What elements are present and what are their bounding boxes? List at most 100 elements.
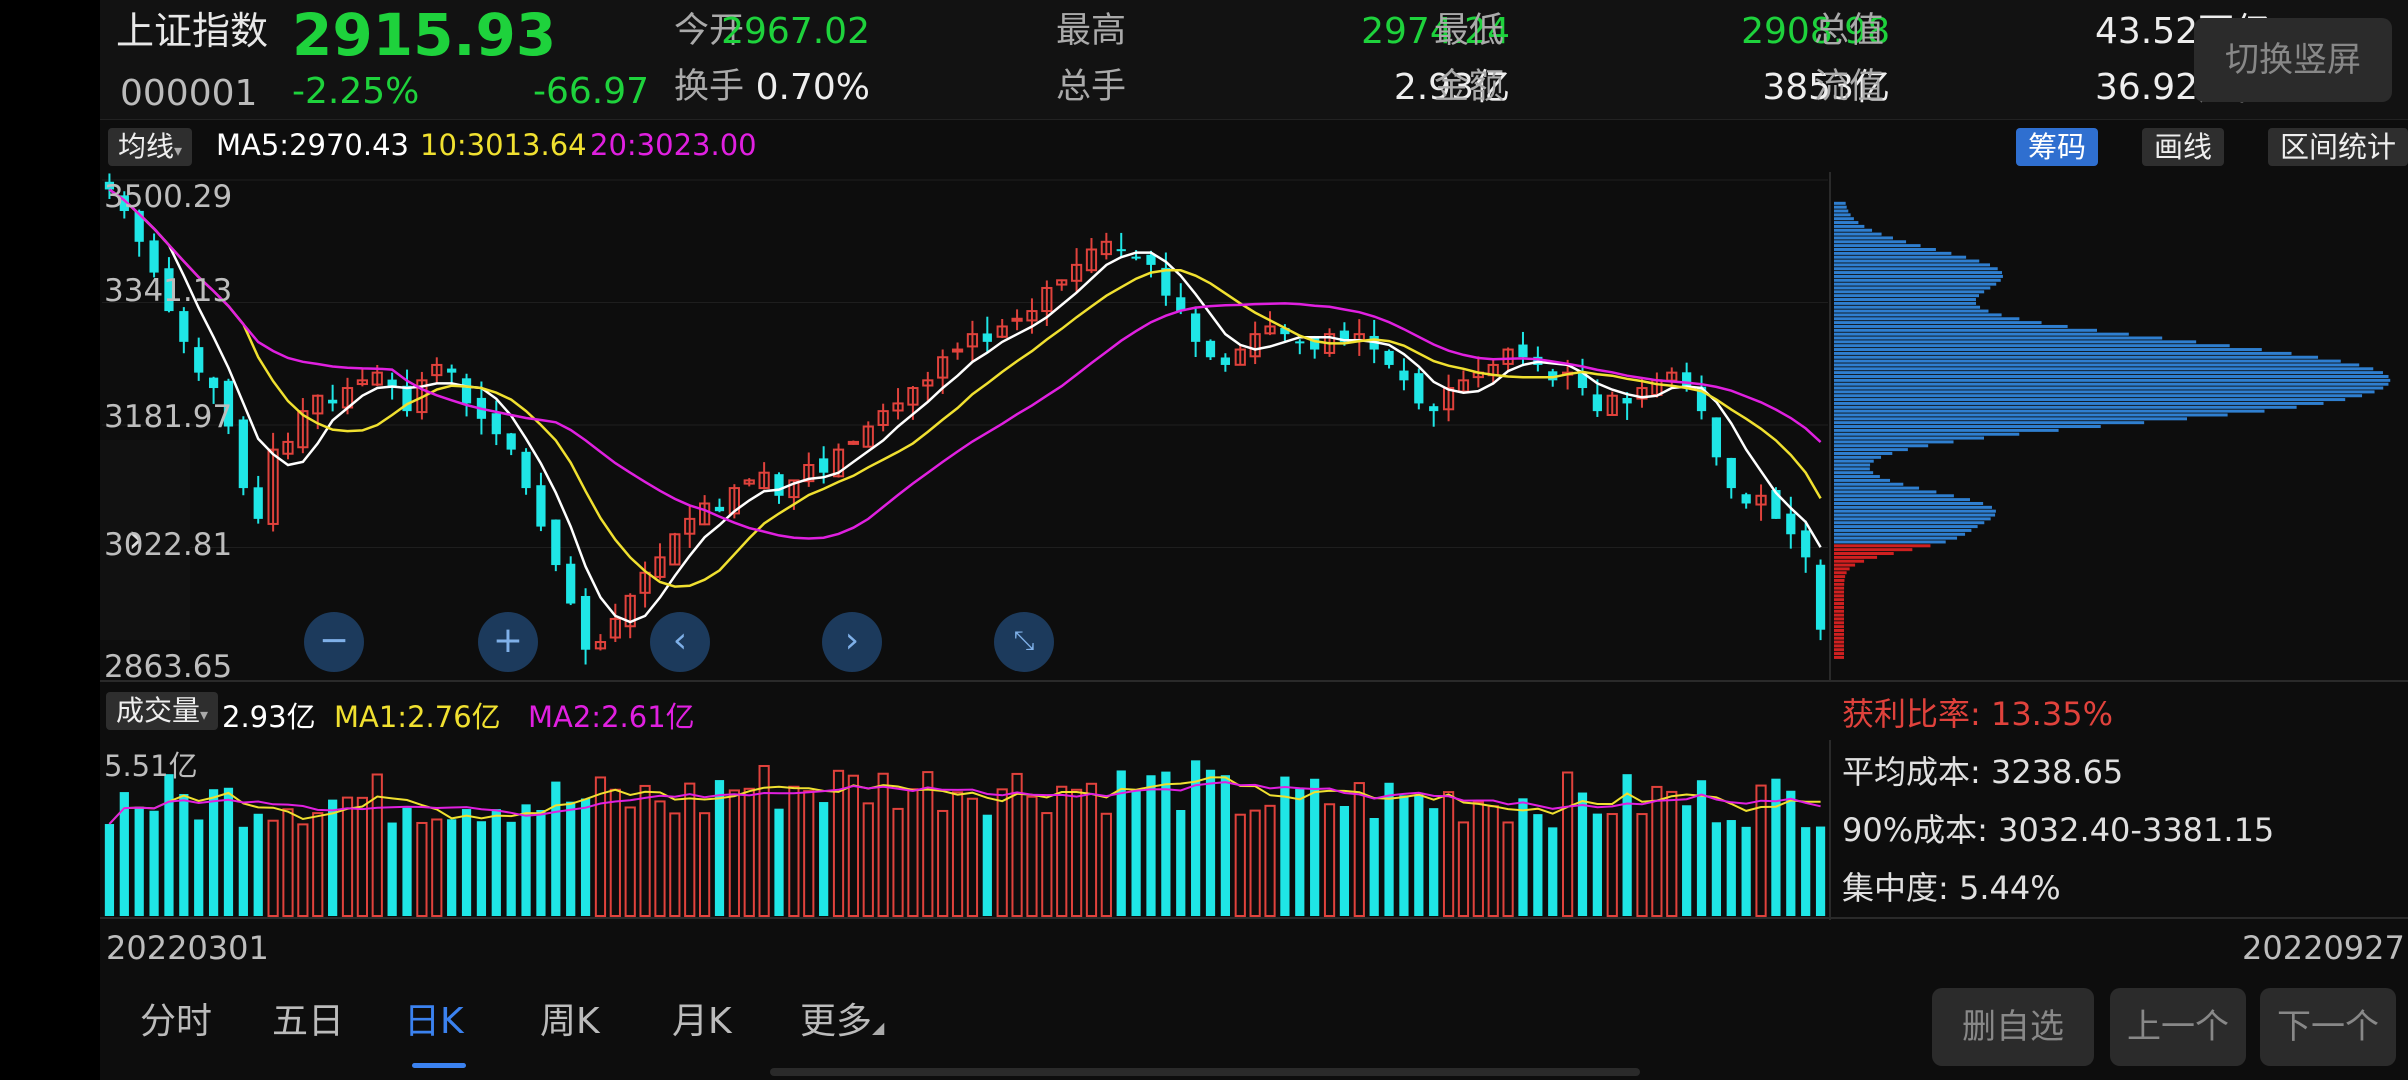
tab-more[interactable]: 更多◢ <box>800 1004 884 1040</box>
candle-body <box>1636 387 1648 400</box>
volume-bar <box>892 807 904 917</box>
previous-button[interactable]: 上一个 <box>2110 988 2246 1066</box>
remove-watchlist-button[interactable]: 删自选 <box>1932 988 2094 1066</box>
volume-ma2-line <box>108 781 1821 825</box>
chip-bar <box>1834 451 1893 455</box>
chip-bar <box>1834 467 1870 471</box>
ma-selector[interactable]: 均线▾ <box>108 128 193 166</box>
chip-bar <box>1834 475 1880 479</box>
volume-ma1-line <box>108 776 1821 825</box>
chip-bar <box>1834 455 1882 459</box>
chip-bar <box>1834 274 2003 278</box>
volume-bar <box>1353 782 1365 917</box>
volume-bar <box>922 771 934 917</box>
candle-body <box>1606 394 1618 417</box>
volume-bar <box>1384 782 1394 916</box>
volume-bar <box>669 812 681 917</box>
volume-bar <box>1205 769 1216 916</box>
volume-selector[interactable]: 成交量▾ <box>106 692 219 730</box>
candle-body <box>1220 357 1231 365</box>
chip-bar <box>1834 552 1894 556</box>
chip-bar <box>1834 236 1893 240</box>
volume-bar <box>1651 785 1663 918</box>
volume-bar <box>506 821 516 916</box>
price-axis-label: 3022.81 <box>104 527 233 563</box>
chip-bar <box>1834 413 2228 417</box>
tab-five-day[interactable]: 五日 <box>272 1001 345 1042</box>
candle-body <box>1339 330 1350 342</box>
candle-body <box>179 311 189 342</box>
volume-bar <box>684 782 696 917</box>
candle-body <box>1696 386 1707 412</box>
candle-body <box>1429 406 1439 412</box>
toggle-draw-line[interactable]: 画线 <box>2142 128 2225 166</box>
volume-chart[interactable] <box>100 740 2408 920</box>
chevron-right-icon: › <box>128 516 144 562</box>
tab-monthly-k[interactable]: 月K <box>672 1001 732 1042</box>
scroll-right-button[interactable]: › <box>822 612 882 672</box>
chip-bar <box>1834 459 1874 463</box>
zoom-in-button[interactable]: + <box>478 612 538 672</box>
volume-bar <box>223 787 234 916</box>
volume-bar <box>832 769 845 917</box>
tab-daily-k[interactable]: 日K <box>404 1001 464 1042</box>
chip-bar <box>1834 428 2059 432</box>
candle-body <box>892 402 904 412</box>
collapse-button[interactable]: ⤡ <box>994 612 1054 672</box>
candle-body <box>447 368 457 373</box>
stat-label-total-hands: 总手 <box>1056 67 1127 107</box>
candle-body <box>431 363 443 377</box>
chip-bar <box>1834 378 2391 382</box>
volume-bar <box>536 809 546 916</box>
scroll-left-button[interactable]: ‹ <box>650 612 710 672</box>
volume-bar <box>1815 826 1826 916</box>
chip-bar <box>1834 367 2374 371</box>
chevron-left-icon: ‹ <box>672 620 688 661</box>
volume-bar <box>1622 774 1632 916</box>
volume-bar <box>819 802 829 916</box>
chip-bar <box>1834 578 1845 582</box>
toggle-chips[interactable]: 筹码 <box>2016 128 2099 166</box>
volume-bar <box>714 780 725 916</box>
candle-body <box>238 419 248 489</box>
chip-bar <box>1834 513 1996 517</box>
volume-bar <box>1548 827 1558 916</box>
candle-body <box>1577 373 1588 389</box>
chip-distribution <box>1834 201 2391 659</box>
candle-body <box>1176 297 1186 312</box>
ma20-value: 20:3023.00 <box>590 128 757 162</box>
tab-intraday[interactable]: 分时 <box>140 1001 213 1042</box>
tab-weekly-k[interactable]: 周K <box>540 1001 600 1042</box>
next-button[interactable]: 下一个 <box>2260 988 2396 1066</box>
chip-bar <box>1834 505 1992 509</box>
chip-bar <box>1834 563 1856 567</box>
kline-chart[interactable] <box>100 172 2408 682</box>
candle-body <box>580 595 591 650</box>
chip-bar <box>1834 540 1946 544</box>
toggle-range-stats[interactable]: 区间统计 <box>2268 128 2408 166</box>
chip-bar <box>1834 494 1954 498</box>
concentration: 集中度: 5.44% <box>1842 869 2061 907</box>
volume-bar <box>164 774 174 916</box>
left-panel-handle[interactable]: › <box>100 440 190 640</box>
switch-portrait-button[interactable]: 切换竖屏 <box>2194 18 2392 102</box>
horizontal-scrollbar[interactable] <box>770 1068 1640 1076</box>
compress-icon: ⤡ <box>1013 626 1035 656</box>
candle-body <box>1131 256 1141 259</box>
chip-bar <box>1834 340 2197 344</box>
volume-ma1: MA1:2.76亿 <box>334 700 501 734</box>
price-axis-label: 3181.97 <box>104 399 233 435</box>
volume-bar <box>476 821 487 916</box>
zoom-out-button[interactable]: − <box>304 612 364 672</box>
chip-bar <box>1834 259 1980 263</box>
volume-bar <box>758 764 770 917</box>
volume-bar <box>1176 810 1186 916</box>
chip-bar <box>1834 582 1845 586</box>
chip-bar <box>1834 336 2163 340</box>
candle-body <box>1786 513 1796 535</box>
volume-bar <box>1295 788 1305 916</box>
volume-bar <box>431 818 443 917</box>
volume-axis-label: 5.51亿 <box>104 749 198 783</box>
volume-bar <box>580 798 591 916</box>
volume-bar <box>1682 805 1692 916</box>
